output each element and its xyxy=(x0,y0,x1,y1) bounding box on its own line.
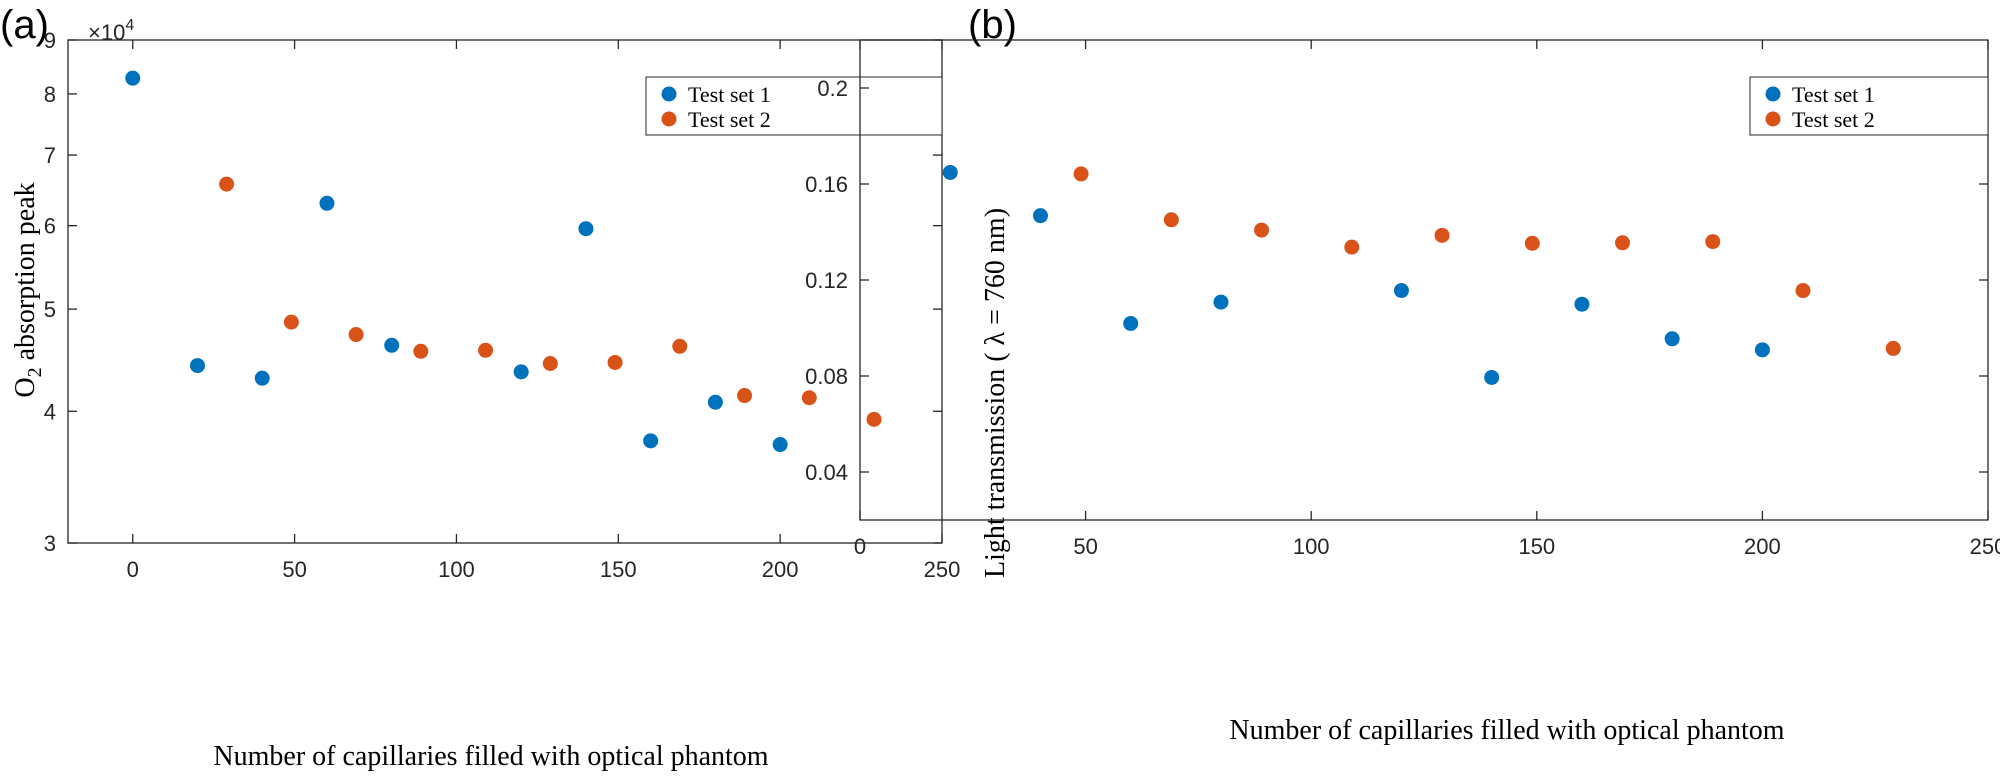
x-tick-label: 50 xyxy=(1073,534,1097,559)
y-tick-label: 9 xyxy=(44,28,56,53)
data-point-series-2 xyxy=(1524,235,1540,251)
data-point-series-2 xyxy=(1254,222,1270,238)
legend-label-series-1: Test set 1 xyxy=(688,82,771,107)
x-tick-label: 0 xyxy=(127,557,139,582)
legend-label-series-1: Test set 1 xyxy=(1792,82,1875,107)
data-point-series-1 xyxy=(319,195,335,211)
data-point-series-2 xyxy=(478,342,494,358)
data-point-series-1 xyxy=(1484,369,1500,385)
data-point-series-1 xyxy=(707,394,723,410)
data-point-series-2 xyxy=(219,176,235,192)
data-point-series-2 xyxy=(542,356,558,372)
y-axis-label-a: O2 absorption peak xyxy=(10,182,46,397)
legend-box xyxy=(645,76,943,136)
panel-label-a: (a) xyxy=(0,3,49,47)
y-tick-label: 0.04 xyxy=(805,460,848,485)
x-tick-label: 200 xyxy=(1744,534,1781,559)
y-tick-label: 0.2 xyxy=(817,76,848,101)
data-point-series-1 xyxy=(189,358,205,374)
data-point-series-1 xyxy=(125,70,141,86)
data-point-series-1 xyxy=(1574,296,1590,312)
plot-frame xyxy=(67,39,943,544)
y-tick-label: 8 xyxy=(44,82,56,107)
data-point-series-2 xyxy=(1344,239,1360,255)
y-exponent-power: 4 xyxy=(125,17,134,34)
data-point-series-2 xyxy=(1073,166,1089,182)
data-point-series-1 xyxy=(254,370,270,386)
data-point-series-2 xyxy=(672,338,688,354)
legend-marker-series-1 xyxy=(661,86,677,102)
data-point-series-2 xyxy=(1434,227,1450,243)
data-point-series-1 xyxy=(384,337,400,353)
legend-marker-series-1 xyxy=(1765,86,1781,102)
data-point-series-1 xyxy=(1393,283,1409,299)
y-exponent-label: ×104 xyxy=(88,17,134,45)
data-point-series-2 xyxy=(348,327,364,343)
data-point-series-2 xyxy=(1163,212,1179,228)
x-tick-label: 200 xyxy=(762,557,799,582)
y-tick-label: 6 xyxy=(44,214,56,239)
data-point-series-2 xyxy=(413,343,429,359)
x-tick-label: 150 xyxy=(1518,534,1555,559)
y-axis-label-a-rest: absorption peak xyxy=(10,182,41,367)
y-tick-label: 7 xyxy=(44,143,56,168)
data-point-series-2 xyxy=(607,354,623,370)
data-point-series-2 xyxy=(801,390,817,406)
data-point-series-1 xyxy=(643,433,659,449)
x-tick-label: 250 xyxy=(1970,534,2000,559)
data-point-series-2 xyxy=(1885,340,1901,356)
data-point-series-1 xyxy=(1213,294,1229,310)
data-point-series-2 xyxy=(1705,234,1721,250)
data-point-series-1 xyxy=(1664,331,1680,347)
data-point-series-1 xyxy=(1754,342,1770,358)
y-tick-label: 4 xyxy=(44,399,56,424)
y-tick-label: 0.08 xyxy=(805,364,848,389)
panel-a: (a) ×104 O2 absorption peak Number of ca… xyxy=(0,3,960,772)
x-axis-label-b: Number of capillaries filled with optica… xyxy=(1229,715,1784,746)
y-axis-label-a-sub: 2 xyxy=(24,367,46,377)
y-tick-label: 0.12 xyxy=(805,268,848,293)
y-tick-label: 5 xyxy=(44,297,56,322)
legend-marker-series-2 xyxy=(1765,111,1781,127)
data-point-series-2 xyxy=(866,411,882,427)
data-point-series-1 xyxy=(1032,208,1048,224)
y-axis-label-b: Light transmission ( λ = 760 nm) xyxy=(980,208,1011,578)
data-point-series-1 xyxy=(1123,315,1139,331)
y-exponent-base: ×10 xyxy=(88,20,125,45)
x-tick-label: 50 xyxy=(282,557,306,582)
x-tick-label: 100 xyxy=(438,557,475,582)
data-point-series-2 xyxy=(1795,283,1811,299)
legend-label-series-2: Test set 2 xyxy=(688,107,771,132)
y-tick-label: 0.16 xyxy=(805,172,848,197)
axes-b: 0 50 100 150 200 250 0.04 0.08 0.12 0.16 0.2 Test s… xyxy=(805,39,2000,559)
x-tick-label: 100 xyxy=(1293,534,1330,559)
x-tick-label: 250 xyxy=(924,557,961,582)
data-point-series-2 xyxy=(1615,235,1631,251)
panel-b: (b) Light transmission ( λ = 760 nm) Num… xyxy=(805,3,2000,746)
data-point-series-1 xyxy=(578,221,594,237)
legend-label-series-2: Test set 2 xyxy=(1792,107,1875,132)
data-point-series-1 xyxy=(942,164,958,180)
data-point-series-2 xyxy=(737,388,753,404)
x-axis-label-a: Number of capillaries filled with optica… xyxy=(213,741,768,772)
x-tick-label: 150 xyxy=(600,557,637,582)
x-tick-label: 0 xyxy=(854,534,866,559)
data-point-series-1 xyxy=(772,437,788,453)
data-point-series-2 xyxy=(283,314,299,330)
y-axis-label-a-main: O xyxy=(10,377,41,397)
legend-box xyxy=(1749,76,1989,136)
data-point-series-1 xyxy=(513,364,529,380)
legend-marker-series-2 xyxy=(661,111,677,127)
y-tick-label: 3 xyxy=(44,531,56,556)
